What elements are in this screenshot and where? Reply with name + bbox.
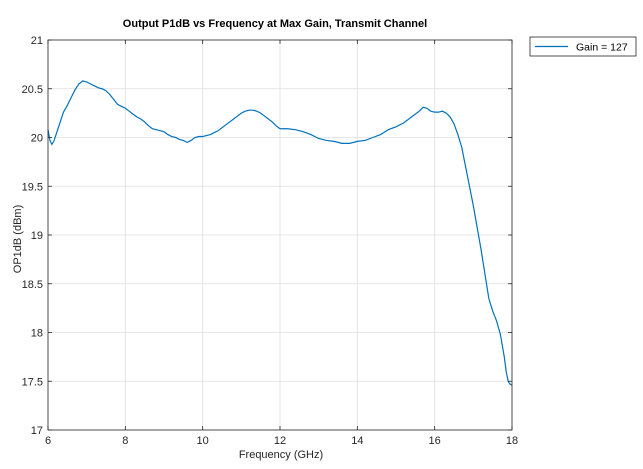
chart-title: Output P1dB vs Frequency at Max Gain, Tr… (123, 18, 427, 30)
x-tick-label: 6 (45, 435, 51, 447)
y-tick-label: 21 (31, 35, 43, 47)
x-tick-labels: 6 8 10 12 14 16 18 (45, 435, 518, 447)
y-tick-label: 19 (31, 230, 43, 242)
x-tick-label: 14 (351, 435, 363, 447)
legend[interactable]: Gain = 127 (529, 36, 637, 57)
plot-area: 6 8 10 12 14 16 18 17 17.5 18 18.5 19 19.5 20 20.5 21 (22, 35, 519, 447)
y-tick-label: 17 (31, 425, 43, 437)
x-axis-label: Frequency (GHz) (239, 449, 323, 461)
y-tick-labels: 17 17.5 18 18.5 19 19.5 20 20.5 21 (22, 35, 43, 437)
x-tick-label: 16 (429, 435, 441, 447)
series-line-gain-127 (47, 80, 513, 386)
y-tick-label: 19.5 (22, 181, 43, 193)
x-tick-marks (47, 40, 513, 430)
x-tick-label: 18 (506, 435, 518, 447)
y-tick-label: 17.5 (22, 376, 43, 388)
y-axis-label: OP1dB (dBm) (12, 205, 24, 273)
y-tick-marks (48, 39, 512, 431)
legend-box (529, 36, 637, 57)
legend-entry-gain-127: Gain = 127 (576, 42, 628, 54)
x-tick-label: 8 (122, 435, 128, 447)
y-tick-label: 20.5 (22, 84, 43, 96)
x-tick-label: 12 (274, 435, 286, 447)
y-tick-label: 18 (31, 328, 43, 340)
y-tick-label: 20 (31, 133, 43, 145)
y-tick-label: 18.5 (22, 279, 43, 291)
x-tick-label: 10 (197, 435, 209, 447)
